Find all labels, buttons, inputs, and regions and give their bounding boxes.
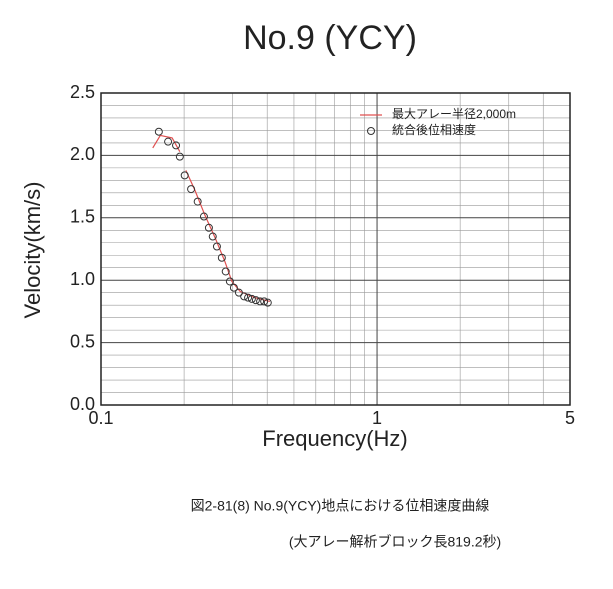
y-tick-label: 2.0 <box>70 144 95 164</box>
point <box>244 293 253 302</box>
chart-title: No.9 (YCY) <box>243 19 417 57</box>
y-axis-label: Velocity(km/s) <box>20 182 45 319</box>
legend-label: 統合後位相速度 <box>392 122 476 137</box>
point <box>217 253 226 262</box>
point <box>251 296 260 305</box>
point <box>208 232 217 241</box>
line <box>185 170 271 302</box>
plot-frame <box>100 92 571 406</box>
caption: 図2-81(8) No.9(YCY)地点における位相速度曲線 <box>191 498 490 514</box>
point <box>256 297 265 306</box>
y-tick-label: 2.5 <box>70 82 95 102</box>
point <box>240 292 249 301</box>
point <box>187 185 196 194</box>
point <box>234 288 243 297</box>
point <box>221 267 230 276</box>
point <box>199 212 208 221</box>
point <box>260 297 269 306</box>
x-tick-label: 5 <box>565 408 575 428</box>
point <box>180 171 189 180</box>
y-tick-label: 1.5 <box>70 207 95 227</box>
y-tick-label: 0.0 <box>70 394 95 414</box>
point <box>175 152 184 161</box>
point <box>154 127 163 136</box>
point <box>263 298 272 307</box>
y-tick-label: 1.0 <box>70 269 95 289</box>
point <box>247 294 256 303</box>
caption: (大アレー解析ブロック長819.2秒) <box>289 534 501 550</box>
point <box>204 223 213 232</box>
y-tick-label: 0.5 <box>70 331 95 351</box>
x-tick-label: 1 <box>372 408 382 428</box>
point <box>172 141 181 150</box>
point <box>193 197 202 206</box>
x-tick-label: 0.1 <box>88 408 113 428</box>
legend-swatch <box>367 127 375 135</box>
legend-label: 最大アレー半径2,000m <box>392 107 516 121</box>
point <box>212 242 221 251</box>
point <box>229 283 238 292</box>
point <box>225 277 234 286</box>
line <box>152 134 181 152</box>
point <box>164 137 173 146</box>
x-axis-label: Frequency(Hz) <box>262 426 407 451</box>
